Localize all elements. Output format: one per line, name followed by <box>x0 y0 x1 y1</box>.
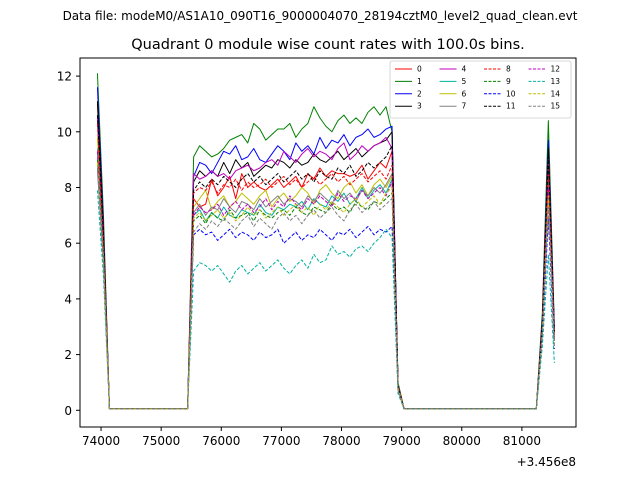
x-tick-label-77000: 77000 <box>262 434 300 448</box>
legend-label-9: 9 <box>506 77 511 86</box>
series-line-14 <box>96 162 555 410</box>
legend-label-8: 8 <box>506 65 511 74</box>
legend-label-14: 14 <box>551 89 561 98</box>
legend-label-5: 5 <box>462 77 467 86</box>
legend-label-4: 4 <box>462 65 467 74</box>
legend-label-12: 12 <box>551 65 561 74</box>
series-line-13 <box>96 190 555 410</box>
y-tick-label-4: 4 <box>64 292 72 306</box>
series-line-4 <box>96 117 555 410</box>
y-tick-label-12: 12 <box>57 70 72 84</box>
y-tick-label-2: 2 <box>64 348 72 362</box>
legend-label-0: 0 <box>417 65 422 74</box>
x-offset-label: +3.456e8 <box>517 455 576 469</box>
legend-label-1: 1 <box>417 77 422 86</box>
x-tick-label-80000: 80000 <box>443 434 481 448</box>
series-line-9 <box>96 159 555 410</box>
y-tick-label-0: 0 <box>64 404 72 418</box>
series-group <box>96 73 555 410</box>
legend-box <box>389 60 572 119</box>
x-tick-label-76000: 76000 <box>202 434 240 448</box>
plot-frame <box>79 57 577 428</box>
chart-suptitle: Data file: modeM0/AS1A10_090T16_90000040… <box>63 9 578 23</box>
x-tick-label-79000: 79000 <box>383 434 421 448</box>
x-tick-label-81000: 81000 <box>503 434 541 448</box>
legend-label-7: 7 <box>462 102 467 111</box>
y-tick-label-10: 10 <box>57 125 72 139</box>
legend-label-6: 6 <box>462 89 467 98</box>
series-line-11 <box>96 115 555 410</box>
series-line-8 <box>96 123 555 410</box>
legend-label-10: 10 <box>506 89 516 98</box>
legend-label-11: 11 <box>506 102 516 111</box>
series-line-1 <box>96 73 555 410</box>
x-tick-label-75000: 75000 <box>142 434 180 448</box>
legend-label-13: 13 <box>551 77 561 86</box>
series-line-7 <box>96 148 555 410</box>
series-line-10 <box>96 167 555 410</box>
x-tick-label-74000: 74000 <box>82 434 120 448</box>
legend-label-15: 15 <box>551 102 561 111</box>
x-tick-label-78000: 78000 <box>322 434 360 448</box>
legend-label-2: 2 <box>417 89 422 98</box>
series-line-15 <box>96 170 555 410</box>
y-tick-label-6: 6 <box>64 237 72 251</box>
plot-area: 74000 75000 76000 77000 78000 79000 80000 81000… <box>57 57 577 448</box>
chart-title: Quadrant 0 module wise count rates with … <box>131 37 525 53</box>
series-line-0 <box>96 103 555 410</box>
series-line-12 <box>96 151 555 410</box>
y-tick-label-8: 8 <box>64 181 72 195</box>
legend-label-3: 3 <box>417 102 422 111</box>
